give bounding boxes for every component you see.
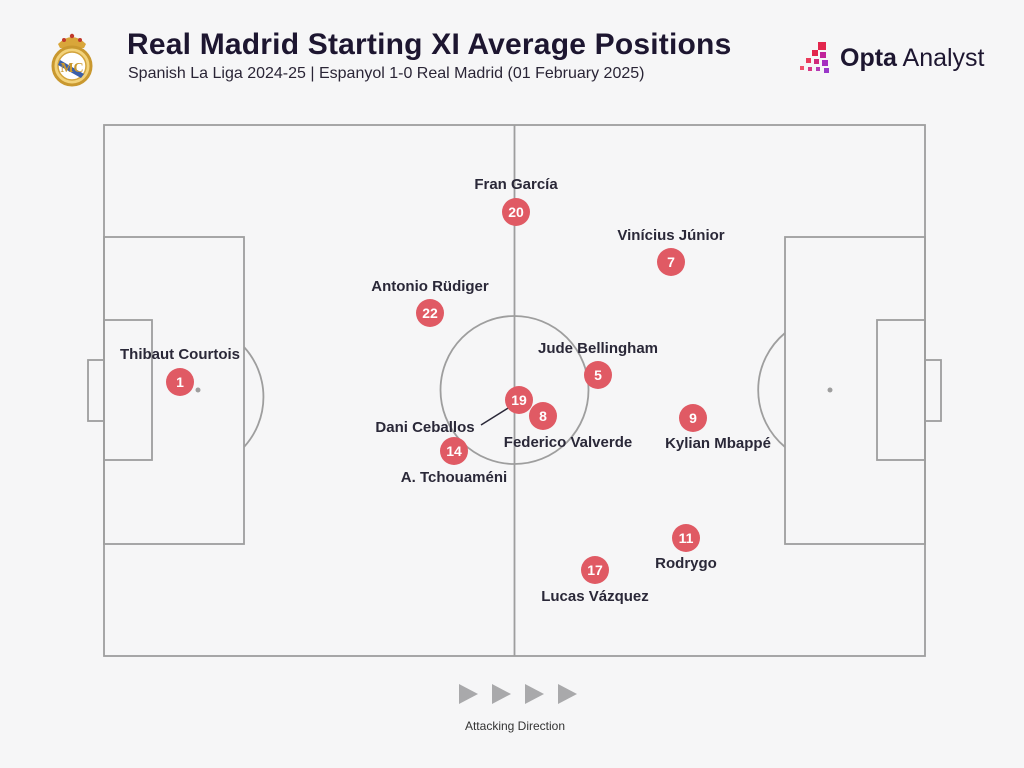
attacking-direction-arrows	[459, 684, 577, 704]
player-name: Lucas Vázquez	[541, 588, 649, 605]
player-number-badge: 22	[416, 299, 444, 327]
player-number-badge: 14	[440, 437, 468, 465]
chart-title: Real Madrid Starting XI Average Position…	[127, 28, 732, 61]
arrow-right-icon	[558, 684, 577, 704]
left-six-yard-box	[103, 319, 153, 461]
svg-text:MC: MC	[60, 61, 83, 76]
player-name: Vinícius Júnior	[617, 227, 725, 244]
player-number-badge: 11	[672, 524, 700, 552]
player-name: Jude Bellingham	[537, 340, 659, 357]
player-number-badge: 19	[505, 386, 533, 414]
left-goal	[87, 359, 105, 422]
opta-bars-icon	[800, 42, 829, 73]
right-penalty-arc	[757, 332, 786, 448]
player-name: Thibaut Courtois	[120, 346, 240, 363]
right-penalty-area	[784, 236, 926, 545]
right-penalty-spot	[827, 387, 833, 393]
opta-analyst-logo: Opta Analyst	[798, 40, 985, 76]
arrow-right-icon	[492, 684, 511, 704]
centre-circle	[439, 315, 590, 465]
arrow-right-icon	[525, 684, 544, 704]
player-number-badge: 5	[584, 361, 612, 389]
player-number-badge: 9	[679, 404, 707, 432]
player-number-badge: 20	[502, 198, 530, 226]
left-penalty-arc	[243, 346, 265, 448]
player-number-badge: 7	[657, 248, 685, 276]
right-six-yard-box	[876, 319, 926, 461]
right-goal	[924, 359, 942, 422]
player-name: Rodrygo	[655, 555, 717, 572]
player-number-badge: 8	[529, 402, 557, 430]
player-name: Antonio Rüdiger	[371, 278, 489, 295]
left-penalty-spot	[195, 387, 201, 393]
chart-subtitle: Spanish La Liga 2024-25 | Espanyol 1-0 R…	[128, 65, 645, 82]
arrow-right-icon	[459, 684, 478, 704]
player-number-badge: 17	[581, 556, 609, 584]
player-name: A. Tchouaméni	[400, 469, 508, 486]
player-name: Kylian Mbappé	[665, 435, 771, 452]
player-name: Federico Valverde	[503, 434, 633, 451]
player-name: Dani Ceballos	[375, 419, 475, 436]
player-number-badge: 1	[166, 368, 194, 396]
attacking-direction-label: Attacking Direction	[464, 719, 566, 733]
real-madrid-crest-icon: MC	[51, 33, 93, 87]
brand-bold-text: Opta	[840, 43, 897, 72]
brand-light-text: Analyst	[896, 43, 985, 72]
player-name: Fran García	[474, 176, 558, 193]
